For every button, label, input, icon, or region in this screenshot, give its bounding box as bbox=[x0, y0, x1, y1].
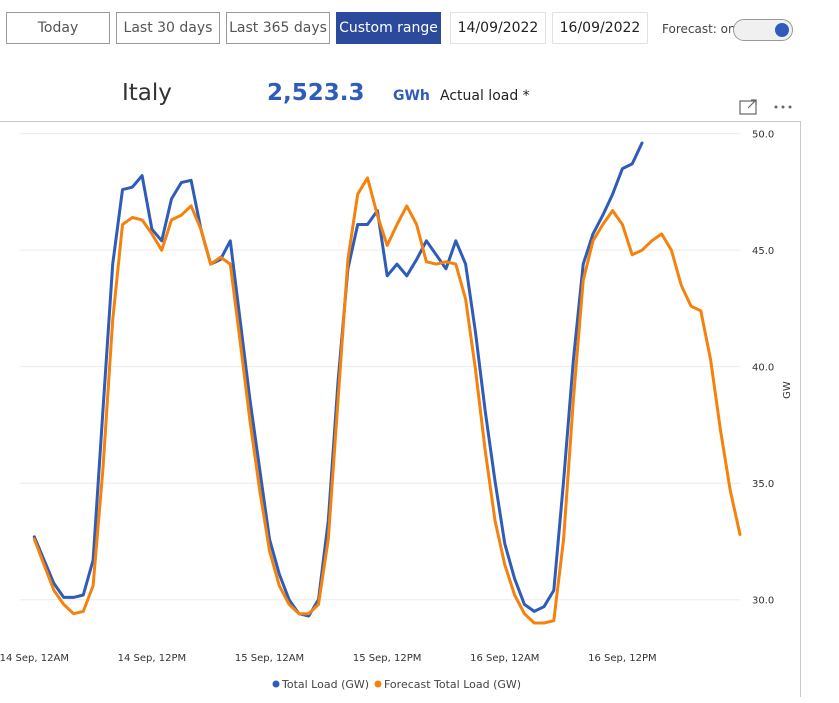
region: Italy bbox=[122, 80, 172, 106]
chart-frame bbox=[0, 121, 801, 697]
end-date[interactable]: 16/09/2022 bbox=[552, 12, 648, 44]
legend-marker bbox=[272, 680, 280, 688]
y-tick-label: 50.0 bbox=[752, 130, 774, 141]
legend-label: Forecast Total Load (GW) bbox=[384, 678, 521, 691]
series-line bbox=[32, 176, 742, 625]
toggle-knob bbox=[775, 23, 789, 37]
x-tick-label: 14 Sep, 12AM bbox=[0, 653, 69, 664]
legend-marker bbox=[374, 680, 382, 688]
x-tick-label: 15 Sep, 12PM bbox=[353, 653, 422, 664]
series-line bbox=[32, 141, 644, 618]
y-tick-label: 45.0 bbox=[752, 246, 774, 257]
today-button[interactable]: Today bbox=[6, 12, 110, 44]
last-365-button[interactable]: Last 365 days bbox=[226, 12, 330, 44]
unit: GWh bbox=[393, 88, 430, 104]
x-tick-label: 14 Sep, 12PM bbox=[118, 653, 187, 664]
last-30-button[interactable]: Last 30 days bbox=[116, 12, 220, 44]
y-tick-label: 30.0 bbox=[752, 596, 774, 607]
forecast-label: Forecast: on bbox=[662, 22, 736, 36]
start-date[interactable]: 14/09/2022 bbox=[450, 12, 546, 44]
x-tick-label: 16 Sep, 12PM bbox=[588, 653, 657, 664]
x-tick-label: 16 Sep, 12AM bbox=[470, 653, 539, 664]
total-value: 2,523.3 bbox=[267, 80, 365, 106]
y-axis-label: GW bbox=[782, 381, 793, 399]
expand-icon bbox=[739, 99, 757, 115]
y-tick-label: 35.0 bbox=[752, 479, 774, 490]
x-tick-label: 15 Sep, 12AM bbox=[235, 653, 304, 664]
y-tick-label: 40.0 bbox=[752, 363, 774, 374]
measure: Actual load * bbox=[440, 88, 530, 104]
forecast-toggle[interactable] bbox=[733, 19, 793, 41]
custom-range-button[interactable]: Custom range bbox=[336, 12, 441, 44]
more-icon bbox=[774, 105, 792, 109]
legend-label: Total Load (GW) bbox=[281, 678, 369, 691]
